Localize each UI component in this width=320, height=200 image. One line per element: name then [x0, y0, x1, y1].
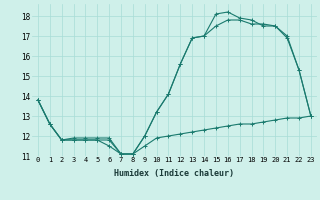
X-axis label: Humidex (Indice chaleur): Humidex (Indice chaleur) — [115, 169, 234, 178]
